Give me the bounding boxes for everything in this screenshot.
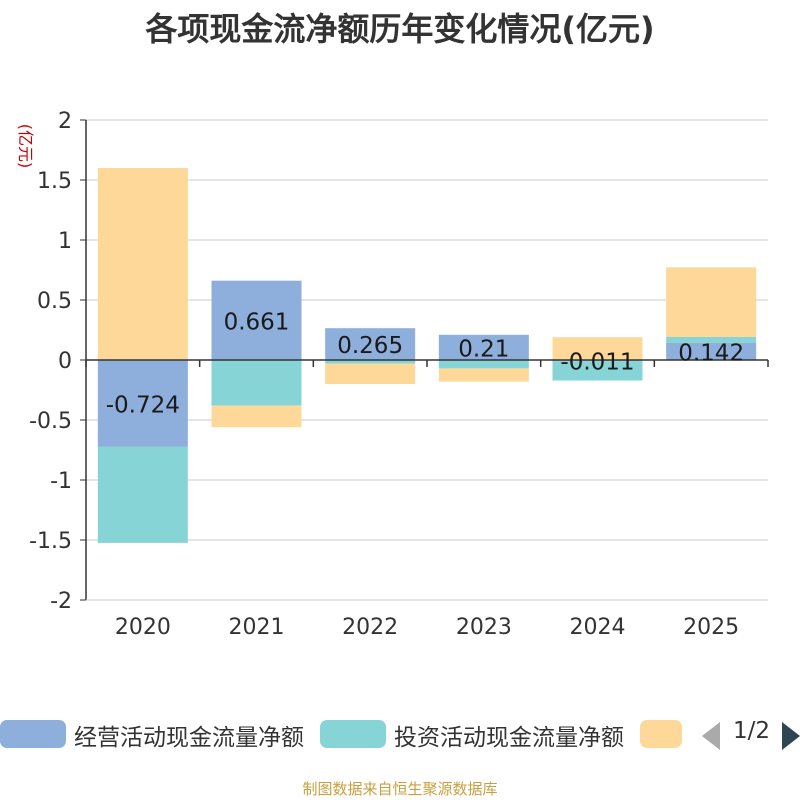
bar-operating-2020 [97,360,188,447]
legend-swatch-investing [320,720,386,748]
y-tick-label: -1.5 [29,529,72,554]
bar-investing-2023 [438,360,529,369]
y-tick-label: 1 [58,229,72,254]
legend-next-page-icon[interactable] [782,722,800,750]
bar-financing-2020 [97,168,188,360]
source-note: 制图数据来自恒生聚源数据库 [302,780,498,798]
bar-financing-2023 [438,368,529,382]
data-label-operating-2021: 0.661 [224,309,290,335]
bar-financing-2021 [211,405,302,428]
x-tick-label: 2022 [342,615,398,640]
bar-investing-2021 [211,360,302,406]
bar-operating-2025 [666,342,757,360]
y-tick-label: 2 [58,109,72,134]
y-tick-label: 0 [58,349,72,374]
x-tick-label: 2024 [570,615,626,640]
bar-financing-2022 [325,363,416,384]
data-label-operating-2020: -0.724 [106,392,180,418]
x-tick-label: 2023 [456,615,512,640]
bar-financing-2024 [552,337,643,360]
chart-svg: 2 1.5 1 0.5 0 -0.5 -1 -1.5 -2 (亿元) 2020 2021 2022 202… [16,109,769,640]
bar-investing-2024 [552,361,643,381]
bar-operating-2022 [325,328,416,360]
data-label-operating-2023: 0.21 [458,336,509,362]
y-tick-label: -1 [50,469,72,494]
bar-investing-2020 [97,446,188,543]
x-tick-label: 2020 [115,615,171,640]
legend-swatch-operating [0,720,66,748]
data-label-operating-2025: 0.142 [678,340,744,366]
bar-financing-2025 [666,267,757,337]
legend-page-indicator: 1/2 [733,718,771,744]
data-label-operating-2022: 0.265 [337,333,403,359]
y-tick-label: -2 [50,589,72,614]
data-label-operating-2024: -0.011 [560,350,634,376]
bar-investing-2025 [666,336,757,343]
y-tick-label: -0.5 [29,409,72,434]
legend-label-operating: 经营活动现金流量净额 [74,725,304,751]
x-tick-label: 2021 [229,615,285,640]
y-unit-label: (亿元) [16,124,35,169]
legend-prev-page-icon[interactable] [702,722,720,750]
legend-swatch-financing [640,720,682,748]
legend-label-investing: 投资活动现金流量净额 [394,725,624,751]
bar-investing-2022 [325,360,416,364]
x-tick-label: 2025 [683,615,739,640]
bar-operating-2021 [211,280,302,360]
y-tick-label: 0.5 [37,289,72,314]
chart-title: 各项现金流净额历年变化情况(亿元) [145,10,655,48]
bar-operating-2023 [438,334,529,360]
y-tick-label: 1.5 [37,169,72,194]
